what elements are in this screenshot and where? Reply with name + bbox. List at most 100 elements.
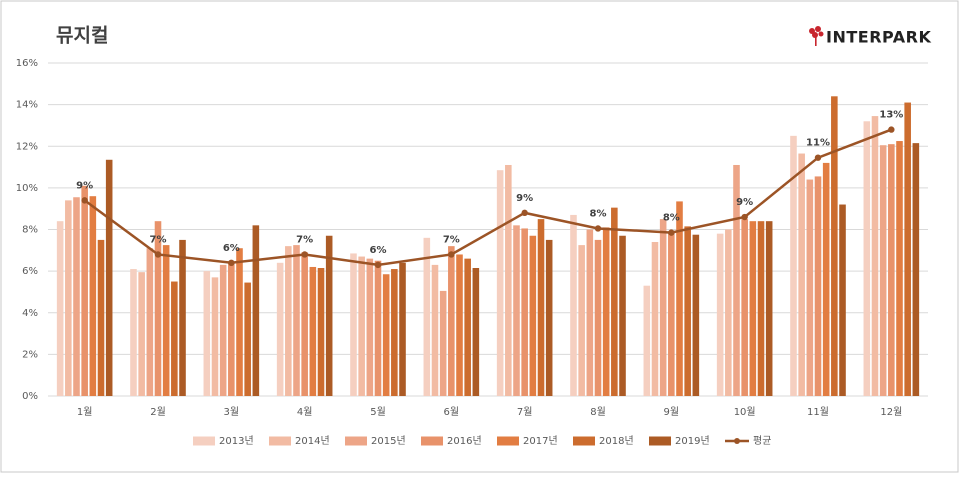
line	[83, 128, 892, 267]
bar	[179, 239, 186, 396]
bar	[439, 290, 447, 396]
bar	[716, 233, 724, 396]
legend-swatch	[573, 436, 595, 446]
x-tick-label: 12월	[880, 406, 902, 418]
bar	[431, 264, 439, 396]
bar	[228, 261, 235, 396]
legend-swatch	[421, 436, 443, 446]
bar	[505, 164, 512, 396]
bar	[814, 176, 822, 396]
line-marker	[668, 229, 675, 236]
bar	[219, 264, 227, 396]
bar	[423, 237, 431, 396]
bar	[464, 258, 471, 396]
line-marker	[81, 197, 88, 204]
bar	[871, 116, 879, 397]
line-marker	[521, 209, 528, 217]
bar	[513, 225, 520, 396]
bar	[643, 285, 651, 396]
bar	[317, 268, 325, 396]
bar	[399, 262, 406, 396]
bar	[456, 254, 463, 396]
legend-label: 평균	[753, 435, 771, 447]
bar	[65, 200, 72, 396]
data-label: 9%	[516, 193, 533, 204]
x-tick-label: 7월	[517, 406, 533, 418]
bar	[692, 234, 700, 396]
x-tick-label: 8월	[590, 406, 606, 418]
bar	[325, 235, 333, 396]
bar	[668, 232, 675, 396]
bar	[309, 266, 317, 396]
bar	[831, 96, 838, 397]
x-tick-label: 3월	[224, 406, 240, 418]
legend-label: 2018년	[599, 435, 634, 447]
y-tick-label: 12%	[16, 141, 38, 152]
line-marker	[741, 213, 748, 221]
bar	[659, 219, 667, 396]
y-tick-label: 2%	[22, 349, 38, 360]
bar	[56, 221, 64, 396]
x-tick-label: 11월	[807, 406, 829, 418]
line-marker	[814, 154, 822, 161]
legend-swatch	[193, 436, 215, 446]
bar	[757, 221, 765, 396]
bar	[391, 269, 398, 396]
bar	[896, 141, 903, 396]
x-tick-label: 1월	[77, 406, 93, 418]
legend-label: 2014년	[295, 435, 330, 447]
bar	[374, 260, 382, 396]
bar	[358, 256, 365, 396]
x-tick-label: 2월	[150, 406, 166, 418]
bar	[171, 281, 178, 396]
bar	[130, 269, 137, 396]
line-marker	[448, 251, 455, 258]
bar	[602, 227, 610, 396]
data-label: 8%	[590, 208, 607, 219]
bar	[146, 248, 154, 396]
bar	[545, 239, 553, 396]
legend-label: 2019년	[675, 435, 710, 447]
bar	[211, 277, 219, 396]
x-tick-label: 6월	[444, 406, 460, 418]
data-label: 11%	[806, 138, 830, 149]
legend-label: 2015년	[371, 435, 406, 447]
bar	[105, 159, 113, 396]
line-marker	[154, 251, 162, 258]
bar	[162, 245, 170, 396]
legend-swatch	[345, 436, 367, 446]
bar	[285, 246, 292, 396]
bar	[594, 239, 602, 396]
legend-swatch	[734, 438, 740, 444]
chart-title: 뮤지컬	[56, 25, 108, 47]
bar	[529, 235, 537, 396]
bar	[496, 170, 504, 396]
bar	[293, 245, 300, 396]
bar	[749, 221, 757, 396]
data-label: 6%	[370, 245, 387, 256]
y-tick-label: 16%	[16, 58, 38, 69]
bar	[448, 246, 455, 396]
data-label: 7%	[443, 234, 460, 245]
legend-label: 2016년	[447, 435, 482, 447]
y-tick-label: 0%	[22, 391, 38, 402]
bar	[839, 204, 846, 396]
x-tick-label: 5월	[370, 406, 386, 418]
bar	[765, 221, 773, 396]
y-tick-label: 8%	[22, 225, 38, 236]
bar	[806, 179, 814, 396]
y-tick-label: 14%	[16, 100, 38, 111]
bar	[741, 219, 748, 396]
y-tick-label: 4%	[22, 308, 38, 319]
line-marker	[594, 225, 602, 232]
legend-swatch	[269, 436, 291, 446]
bar	[203, 271, 211, 396]
legend-label: 2013년	[219, 435, 254, 447]
y-tick-label: 6%	[22, 266, 38, 277]
bar	[89, 196, 97, 396]
bar	[472, 268, 480, 396]
bar	[97, 239, 105, 396]
bar	[366, 258, 374, 396]
